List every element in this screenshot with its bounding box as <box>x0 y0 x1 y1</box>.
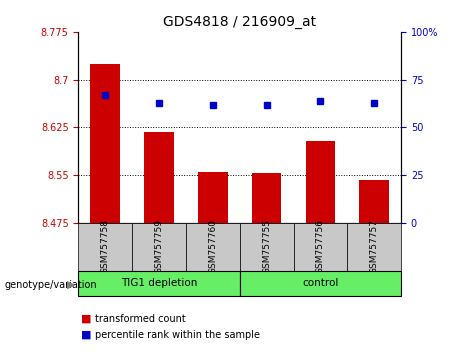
Text: GSM757760: GSM757760 <box>208 219 217 274</box>
Text: control: control <box>302 278 338 288</box>
Bar <box>78 271 240 296</box>
Text: TIG1 depletion: TIG1 depletion <box>121 278 197 288</box>
Bar <box>198 172 228 223</box>
Bar <box>347 223 401 271</box>
Text: ■: ■ <box>81 330 91 339</box>
Text: GSM757757: GSM757757 <box>370 219 378 274</box>
Bar <box>360 180 389 223</box>
Text: GSM757759: GSM757759 <box>154 219 164 274</box>
Bar <box>240 223 294 271</box>
Text: transformed count: transformed count <box>95 314 185 324</box>
Text: percentile rank within the sample: percentile rank within the sample <box>95 330 260 339</box>
Bar <box>90 64 120 223</box>
Text: GSM757755: GSM757755 <box>262 219 271 274</box>
Text: ▶: ▶ <box>67 280 75 290</box>
Bar <box>294 223 347 271</box>
Text: ■: ■ <box>81 314 91 324</box>
Bar <box>132 223 186 271</box>
Bar <box>306 142 335 223</box>
Bar <box>144 132 174 223</box>
Bar <box>240 271 401 296</box>
Text: genotype/variation: genotype/variation <box>5 280 97 290</box>
Bar <box>186 223 240 271</box>
Bar <box>252 173 281 223</box>
Title: GDS4818 / 216909_at: GDS4818 / 216909_at <box>163 16 316 29</box>
Bar <box>78 223 132 271</box>
Text: GSM757756: GSM757756 <box>316 219 325 274</box>
Text: GSM757758: GSM757758 <box>101 219 110 274</box>
